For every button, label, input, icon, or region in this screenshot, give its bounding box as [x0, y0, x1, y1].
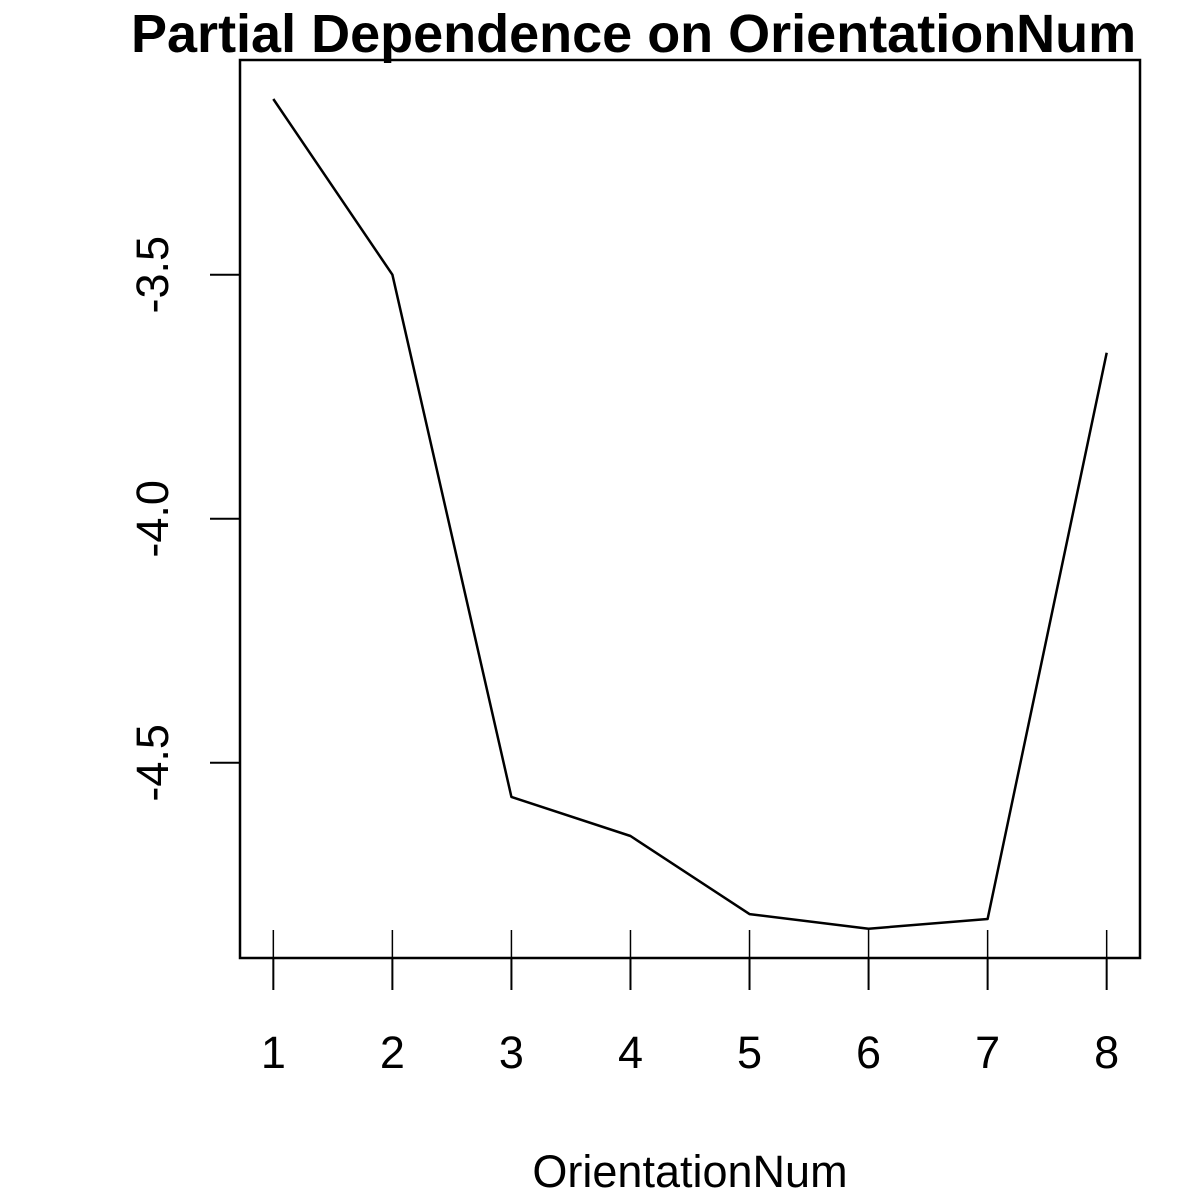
x-tick-label-2: 2 — [380, 1027, 405, 1078]
rug-marks — [273, 930, 1106, 958]
x-axis-label: OrientationNum — [532, 1146, 847, 1197]
x-tick-label-7: 7 — [975, 1027, 1000, 1078]
plot-frame — [240, 60, 1140, 958]
y-tick-label-3: -4.5 — [127, 724, 178, 802]
x-tick-label-6: 6 — [856, 1027, 881, 1078]
x-axis: 1 2 3 4 5 6 7 8 — [261, 958, 1119, 1078]
y-axis: -3.5 -4.0 -4.5 — [127, 236, 240, 802]
y-tick-label-1: -3.5 — [127, 236, 178, 314]
series-line — [273, 99, 1106, 929]
x-tick-label-1: 1 — [261, 1027, 286, 1078]
y-tick-label-2: -4.0 — [127, 480, 178, 558]
chart-title: Partial Dependence on OrientationNum — [131, 4, 1136, 64]
x-tick-label-5: 5 — [737, 1027, 762, 1078]
x-tick-label-4: 4 — [618, 1027, 643, 1078]
series-group — [273, 99, 1106, 929]
x-tick-label-3: 3 — [499, 1027, 524, 1078]
x-tick-label-8: 8 — [1094, 1027, 1119, 1078]
